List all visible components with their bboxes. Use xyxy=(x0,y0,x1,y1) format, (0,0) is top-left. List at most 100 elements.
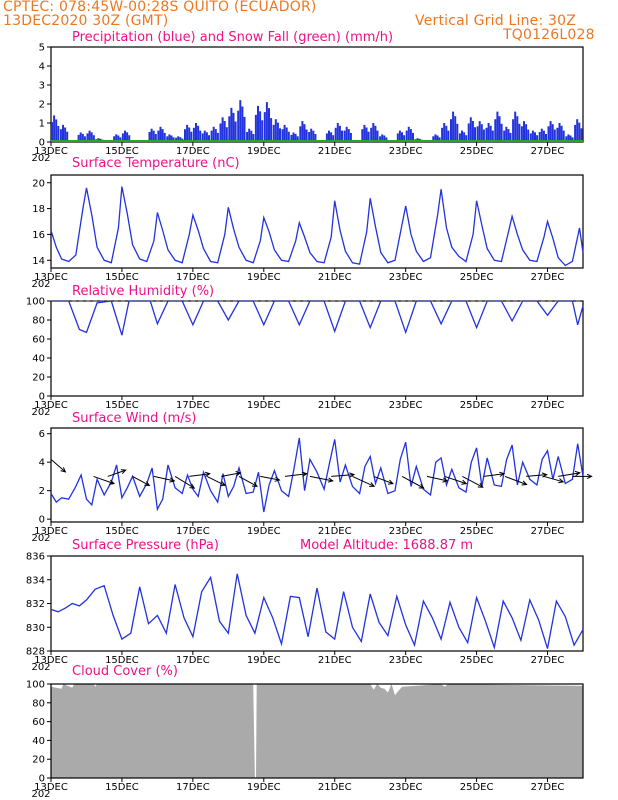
precip-xtick-label: 19DEC xyxy=(247,146,281,157)
wind-vector-arrow xyxy=(373,475,394,485)
temp-xtick-label: 15DEC xyxy=(105,272,139,283)
precip-bar xyxy=(576,119,579,142)
cloud-title: Cloud Cover (%) xyxy=(72,664,178,679)
rh-title: Relative Humidity (%) xyxy=(72,284,215,299)
precip-bar xyxy=(370,127,373,143)
precip-bar xyxy=(498,116,501,142)
precip-bar xyxy=(538,132,541,142)
precip-bar xyxy=(489,125,492,142)
press-xtick-label: 13DEC xyxy=(34,655,68,666)
precip-bar xyxy=(216,132,219,142)
wind-vector-arrowhead xyxy=(521,480,528,486)
wind-vector-arrow xyxy=(107,469,126,477)
precip-bar xyxy=(221,117,224,142)
precip-bar xyxy=(536,135,539,142)
wind-vector-arrow xyxy=(309,475,333,482)
precip-bar xyxy=(512,119,515,142)
precip-bar xyxy=(188,127,191,142)
precip-bar xyxy=(113,136,116,142)
cloud-xtick-label: 17DEC xyxy=(176,782,210,793)
precip-bar xyxy=(301,121,304,142)
precip-bar xyxy=(558,123,561,142)
precip-bar xyxy=(496,111,499,142)
precip-bar xyxy=(199,130,202,142)
wind-xtick-label: 13DEC xyxy=(34,526,68,537)
precip-xtick-label: 15DEC xyxy=(105,146,139,157)
precip-bar xyxy=(505,126,508,142)
precip-bar xyxy=(208,135,210,142)
precip-bar xyxy=(184,129,186,142)
precip-bar xyxy=(259,111,262,142)
precip-bar xyxy=(276,122,279,142)
precip-bar xyxy=(274,119,277,142)
press-xtick-label: 19DEC xyxy=(247,655,281,666)
precip-bar xyxy=(252,134,255,142)
precip-bar xyxy=(254,114,257,142)
wind-vector-arrowhead xyxy=(499,471,506,477)
rh-ytick-label: 60 xyxy=(32,335,45,346)
precip-bar xyxy=(396,133,399,142)
precip-bar xyxy=(205,132,208,142)
wind-vector-arrow xyxy=(543,475,564,483)
precip-bar xyxy=(565,136,568,142)
precip-bar xyxy=(305,129,308,142)
precip-bar xyxy=(349,132,352,142)
precip-bar xyxy=(261,120,264,142)
precip-bar xyxy=(500,123,503,142)
precip-bar xyxy=(246,132,249,142)
precip-bar xyxy=(436,135,439,142)
precip-bar xyxy=(124,130,126,142)
press-series-line xyxy=(50,573,584,650)
header-location: CPTEC: 078:45W-00:28S QUITO (ECUADOR) xyxy=(3,0,317,15)
precip-bar xyxy=(569,135,572,142)
precip-bar xyxy=(509,132,512,142)
rh-series-line xyxy=(51,300,584,336)
precip-title: Precipitation (blue) and Snow Fall (gree… xyxy=(72,30,394,45)
rh-ytick-label: 80 xyxy=(32,316,45,327)
precip-bar xyxy=(454,116,457,142)
press-year-stub: 202 xyxy=(31,662,50,673)
precip-bar xyxy=(503,130,506,142)
wind-vector-arrow xyxy=(526,474,547,477)
precip-bar xyxy=(92,135,95,142)
cloud-xtick-label: 13DEC xyxy=(34,782,68,793)
precip-bar xyxy=(299,126,302,142)
precip-bar xyxy=(212,126,215,142)
precip-bar xyxy=(478,121,481,142)
precip-bar xyxy=(456,123,459,142)
precip-bar xyxy=(374,125,377,142)
press-title: Surface Pressure (hPa) xyxy=(72,538,219,553)
wind-vector-arrowhead xyxy=(442,477,449,483)
precip-bar xyxy=(328,130,330,142)
precip-bar xyxy=(179,137,182,142)
precip-bar xyxy=(177,136,180,142)
precip-bar xyxy=(166,136,169,142)
precip-bar xyxy=(230,107,233,142)
precip-bar xyxy=(64,127,67,142)
precip-bar xyxy=(290,134,293,142)
precip-bar xyxy=(432,136,435,142)
press-ytick-label: 834 xyxy=(26,575,45,586)
precip-bar xyxy=(310,128,313,142)
temp-panel xyxy=(47,174,584,272)
precip-bar xyxy=(518,123,521,142)
rh-xtick-label: 19DEC xyxy=(247,400,281,411)
rh-ytick-label: 20 xyxy=(32,373,45,384)
precip-bar xyxy=(372,123,375,142)
rh-xtick-label: 23DEC xyxy=(389,400,423,411)
temp-xtick-label: 19DEC xyxy=(247,272,281,283)
press-xtick-label: 23DEC xyxy=(389,655,423,666)
precip-bar xyxy=(292,132,295,142)
precip-bar xyxy=(257,105,259,142)
press-xtick-label: 25DEC xyxy=(460,655,494,666)
precip-bar xyxy=(325,133,328,142)
precip-bar xyxy=(580,128,583,142)
precip-bar xyxy=(214,129,217,142)
rh-xtick-label: 17DEC xyxy=(176,400,210,411)
precip-bar xyxy=(562,130,565,142)
wind-vector-arrow xyxy=(93,475,115,485)
wind-ytick-label: 0 xyxy=(39,515,45,526)
precip-bar xyxy=(268,108,270,142)
wind-xtick-label: 21DEC xyxy=(318,526,352,537)
